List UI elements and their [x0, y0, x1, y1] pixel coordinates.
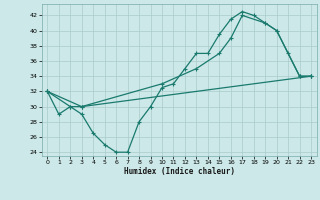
X-axis label: Humidex (Indice chaleur): Humidex (Indice chaleur): [124, 167, 235, 176]
